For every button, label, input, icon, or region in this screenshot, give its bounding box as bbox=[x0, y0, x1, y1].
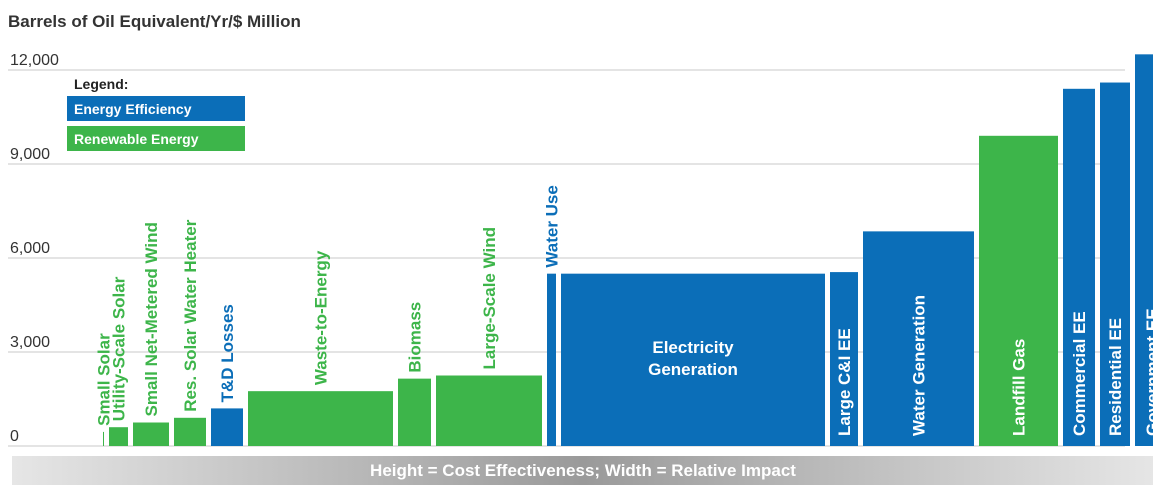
bar-label-commercial-ee: Commercial EE bbox=[1070, 311, 1089, 436]
y-tick-label: 3,000 bbox=[10, 334, 50, 351]
y-tick-label: 6,000 bbox=[10, 240, 50, 257]
bar-label-landfill-gas: Landfill Gas bbox=[1010, 339, 1029, 436]
bar-electricity-generation bbox=[561, 273, 825, 446]
bar-landfill-gas bbox=[979, 135, 1058, 447]
bar-commercial-ee bbox=[1063, 88, 1095, 447]
bar-government-ee bbox=[1135, 54, 1153, 446]
bar-waste-to-energy bbox=[248, 391, 393, 446]
legend-label-renewable-energy: Renewable Energy bbox=[74, 131, 199, 147]
bar-residential-ee bbox=[1100, 82, 1130, 447]
bar-label-small-solar: Small Solar bbox=[95, 333, 114, 426]
x-axis-label: Height = Cost Effectiveness; Width = Rel… bbox=[370, 461, 796, 480]
bar-label-tandd-losses: T&D Losses bbox=[218, 304, 237, 402]
y-tick-label: 9,000 bbox=[10, 146, 50, 163]
bar-label-residential-ee: Residential EE bbox=[1106, 318, 1125, 436]
bar-label-waste-to-energy: Waste-to-Energy bbox=[312, 250, 331, 385]
y-tick-label: 0 bbox=[10, 428, 19, 445]
bar-label-biomass: Biomass bbox=[406, 302, 425, 373]
legend-title: Legend: bbox=[74, 76, 128, 92]
bar-utility-scale-solar bbox=[109, 427, 128, 446]
bar-small-solar bbox=[103, 431, 104, 446]
bar-label-water-generation: Water Generation bbox=[910, 295, 929, 436]
legend: Legend: Energy Efficiency Renewable Ener… bbox=[67, 76, 245, 151]
bar-water-generation bbox=[863, 231, 974, 446]
bars bbox=[103, 54, 1153, 447]
bar-water-use bbox=[547, 273, 556, 446]
bar-small-net-metered-wind bbox=[133, 422, 169, 446]
bar-label-large-scale-wind: Large-Scale Wind bbox=[480, 227, 499, 370]
legend-swatch-renewable-energy bbox=[67, 126, 245, 151]
bar-tandd-losses bbox=[211, 408, 243, 446]
chart-title: Barrels of Oil Equivalent/Yr/$ Million bbox=[8, 12, 301, 31]
bar-label-government-ee: Government EE bbox=[1143, 308, 1153, 436]
bar-label-small-net-metered-wind: Small Net-Metered Wind bbox=[142, 222, 161, 416]
bar-label-utility-scale-solar: Utility-Scale Solar bbox=[110, 276, 129, 421]
y-tick-label: 12,000 bbox=[10, 52, 59, 69]
bar-label-water-use: Water Use bbox=[543, 185, 562, 268]
legend-label-energy-efficiency: Energy Efficiency bbox=[74, 101, 192, 117]
bar-res-solar-water-heater bbox=[174, 417, 206, 446]
x-axis-banner bbox=[12, 456, 1153, 485]
bar-label-electricity-generation: Electricity Generation bbox=[648, 338, 738, 379]
legend-swatch-energy-efficiency bbox=[67, 96, 245, 121]
bar-label-large-candi-ee: Large C&I EE bbox=[835, 328, 854, 436]
bar-label-res-solar-water-heater: Res. Solar Water Heater bbox=[181, 219, 200, 411]
y-axis-ticks: 0 3,000 6,000 9,000 12,000 bbox=[10, 52, 59, 445]
bar-large-scale-wind bbox=[436, 375, 542, 446]
bar-large-candi-ee bbox=[830, 272, 858, 446]
bar-biomass bbox=[398, 378, 431, 446]
